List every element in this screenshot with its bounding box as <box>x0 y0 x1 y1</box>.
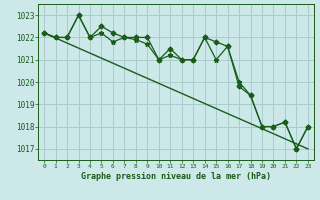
X-axis label: Graphe pression niveau de la mer (hPa): Graphe pression niveau de la mer (hPa) <box>81 172 271 181</box>
